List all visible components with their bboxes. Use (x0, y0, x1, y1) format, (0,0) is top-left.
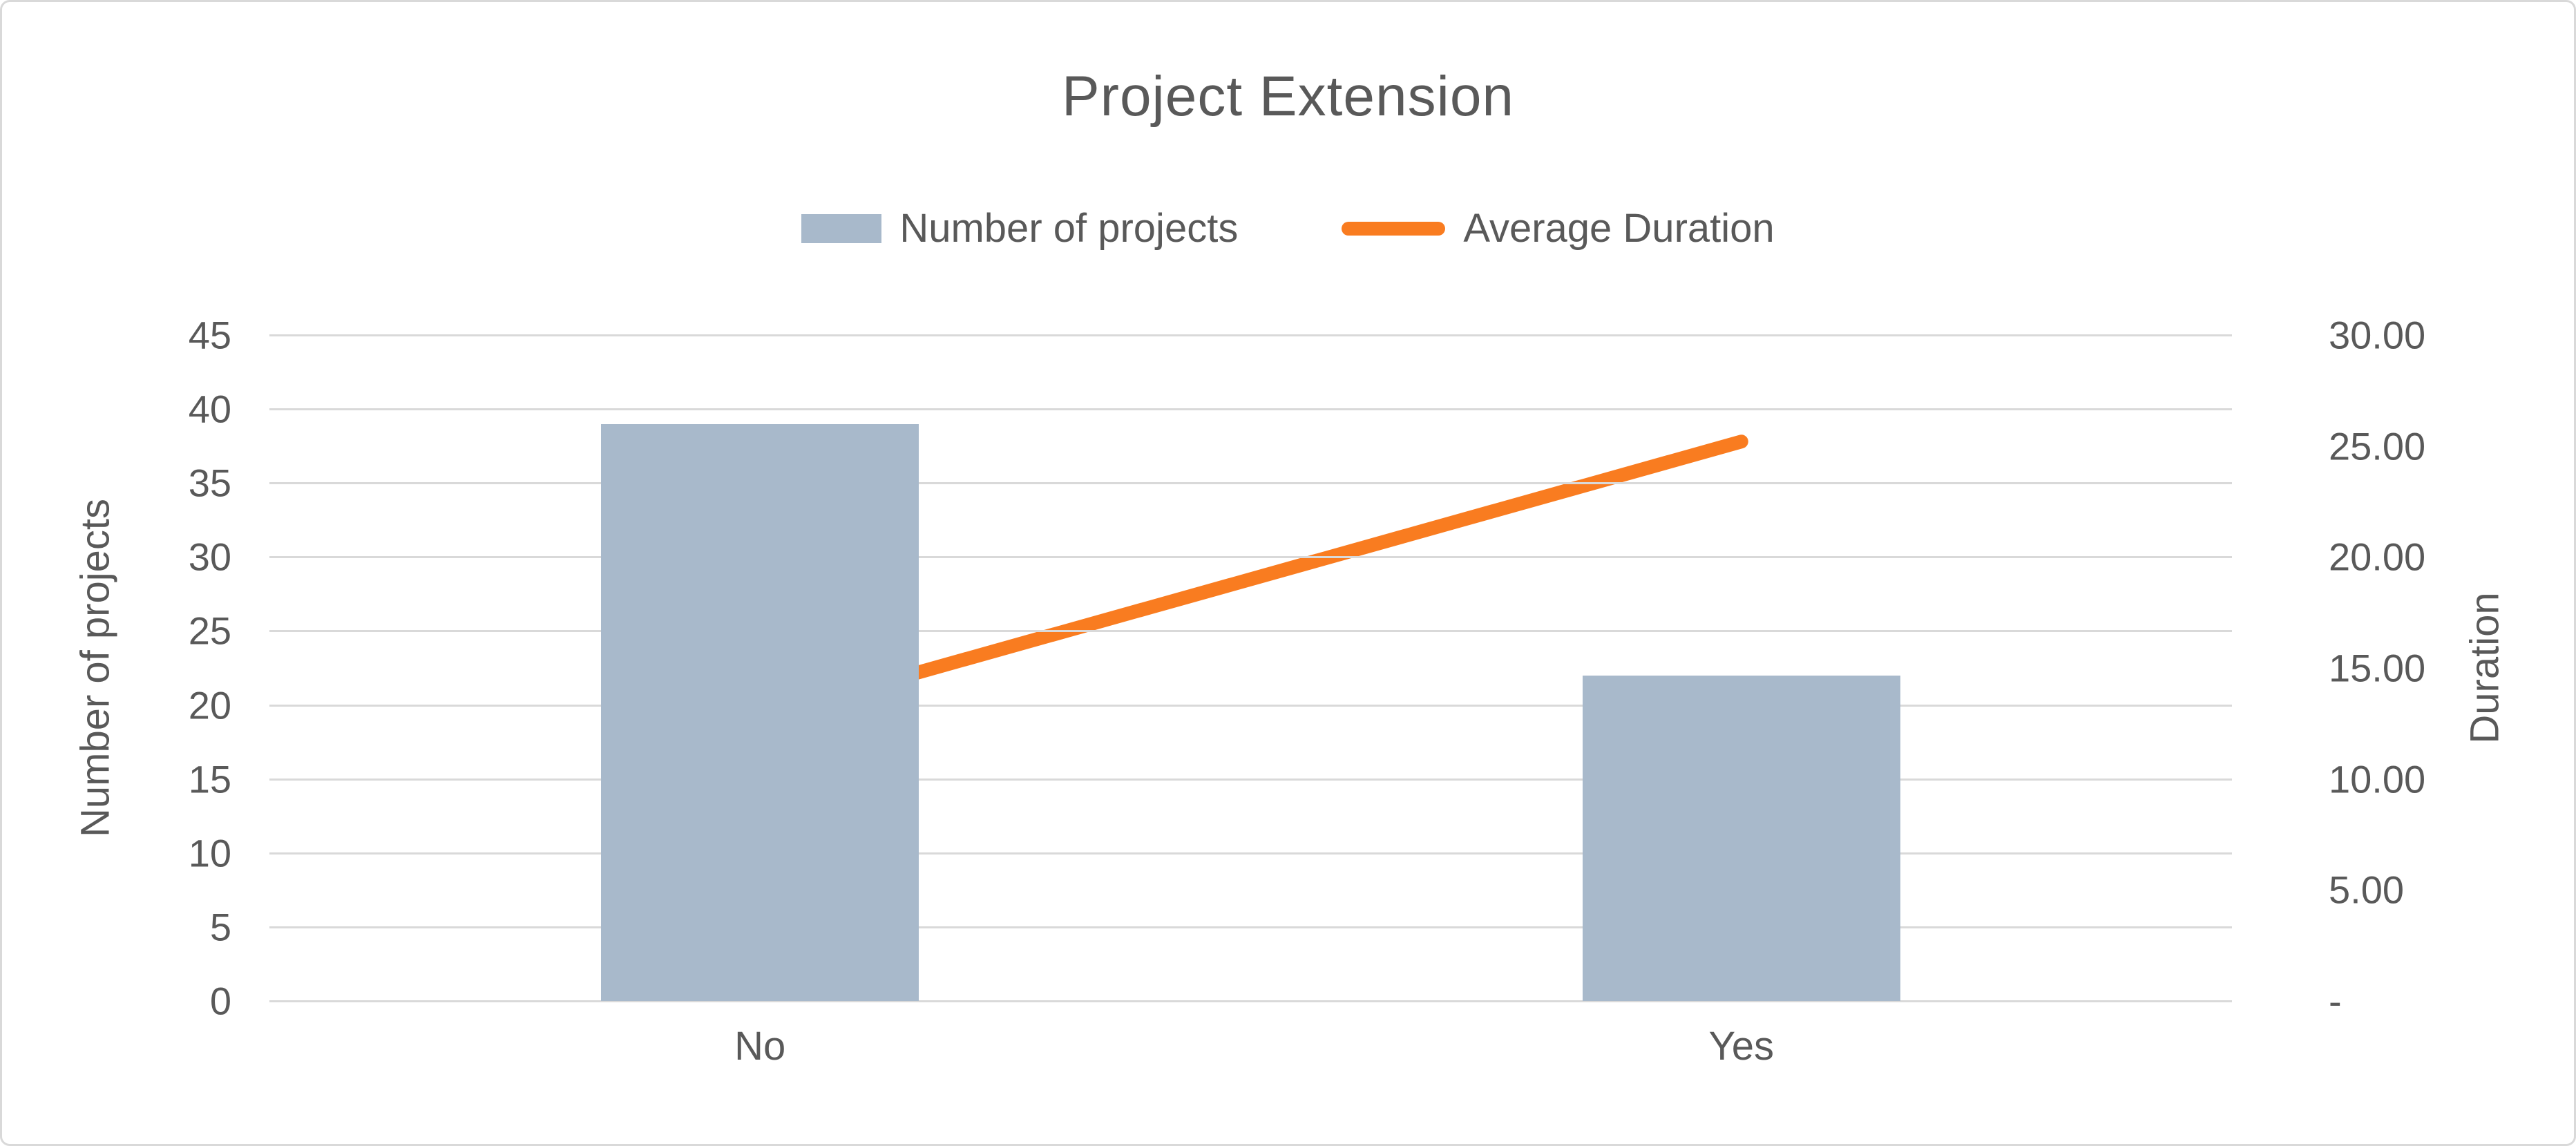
right-axis-tick-label: 5.00 (2329, 868, 2404, 912)
right-axis-tick-label: - (2329, 979, 2342, 1023)
bar-no (601, 423, 919, 1001)
right-axis-tick-label: 25.00 (2329, 424, 2426, 468)
left-axis-tick-label: 10 (188, 831, 231, 875)
left-axis-tick-label: 40 (188, 387, 231, 431)
gridline (269, 852, 2232, 854)
plot-area (269, 334, 2232, 1002)
bar-series-swatch-icon (801, 213, 882, 243)
bar-yes (1582, 675, 1900, 1001)
right-axis-tick-label: 10.00 (2329, 757, 2426, 801)
line-series (753, 434, 1748, 724)
gridline (269, 556, 2232, 559)
right-axis-tick-label: 15.00 (2329, 646, 2426, 690)
gridline (269, 704, 2232, 707)
legend-item-line-series: Average Duration (1342, 205, 1775, 251)
average-duration-line (753, 434, 1748, 724)
chart-title: Project Extension (1061, 65, 1515, 128)
legend-item-bar-series: Number of projects (801, 205, 1238, 251)
left-axis-tick-label: 35 (188, 461, 231, 505)
legend-label-bar-series: Number of projects (899, 206, 1239, 251)
left-axis-tick-label: 15 (188, 757, 231, 801)
legend-label-line-series: Average Duration (1463, 206, 1775, 251)
gridline (269, 408, 2232, 411)
right-axis-tick-label: 30.00 (2329, 313, 2426, 357)
legend: Number of projects Average Duration (2, 205, 2574, 251)
right-axis-tick-label: 20.00 (2329, 535, 2426, 579)
left-axis-tick-label: 0 (209, 979, 231, 1023)
left-axis-tick-label: 25 (188, 609, 231, 653)
x-axis-category-label: Yes (1708, 1024, 1775, 1069)
line-series-swatch-icon (1342, 221, 1446, 236)
left-axis-tick-label: 45 (188, 313, 231, 357)
gridline (269, 926, 2232, 928)
gridline (269, 1000, 2232, 1002)
gridline (269, 630, 2232, 633)
left-axis-tick-label: 30 (188, 535, 231, 579)
gridline (269, 482, 2232, 485)
left-axis-tick-label: 5 (209, 905, 231, 949)
gridline (269, 334, 2232, 336)
left-axis-tick-label: 20 (188, 683, 231, 727)
gridline (269, 778, 2232, 781)
x-axis-category-label: No (734, 1024, 786, 1069)
